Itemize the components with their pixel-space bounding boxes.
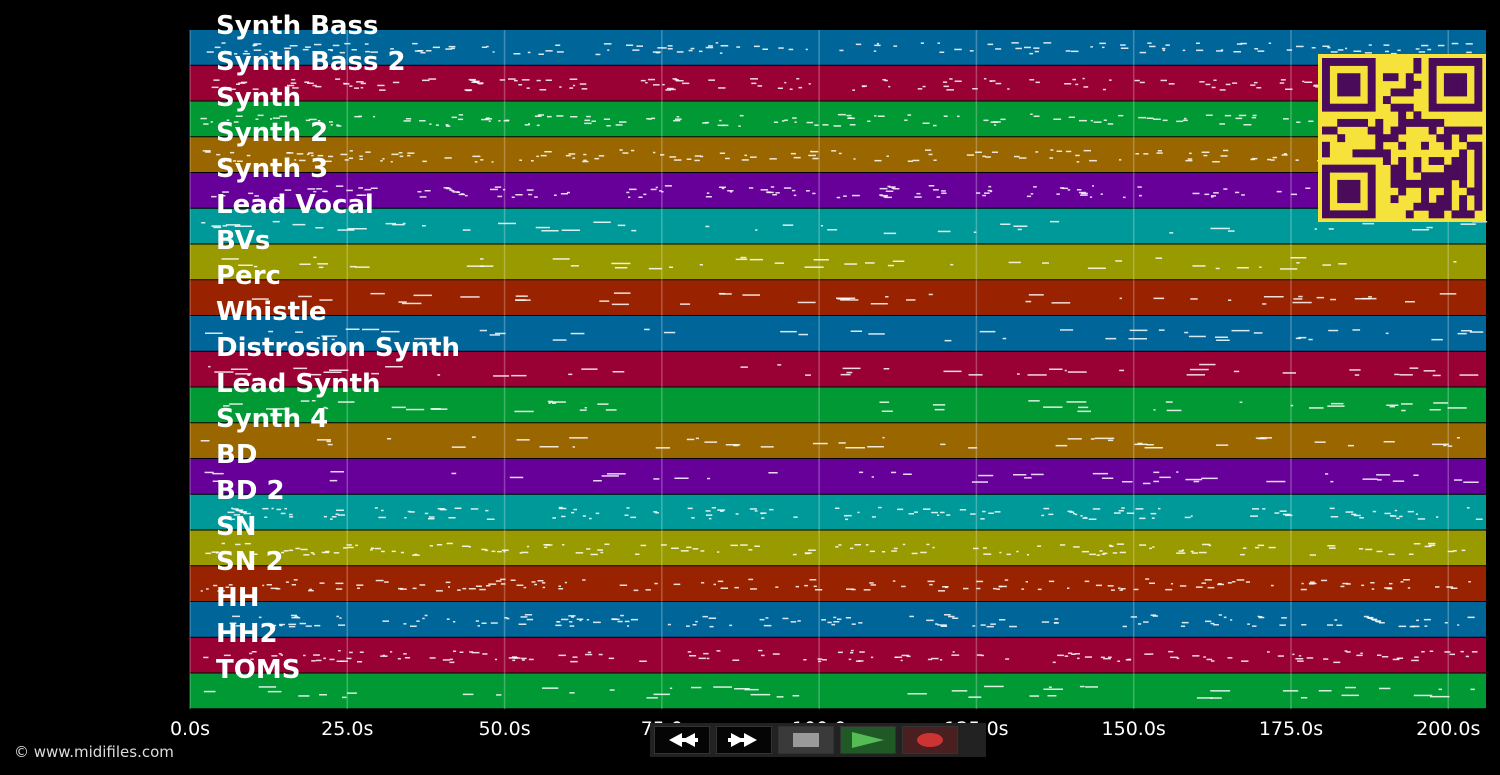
track-label: Synth 2 [216,118,329,149]
track-notes [251,292,1457,306]
time-tick-label: 50.0s [478,718,531,740]
time-tick-label: 150.0s [1101,718,1166,740]
track-notes [223,400,1467,413]
track-notes [200,436,1460,449]
track-lane[interactable] [190,423,1486,458]
time-tick-label: 200.0s [1416,718,1481,740]
rewind-button[interactable] [654,726,710,754]
fast-forward-icon [728,733,757,747]
track-notes [200,578,1471,592]
transport-bar [650,723,986,757]
track-label: SN 2 [216,547,284,578]
track-label: TOMS [216,654,301,685]
track-label: Synth 4 [216,404,329,435]
track-lane[interactable] [190,65,1486,101]
track-label: Synth Bass [216,11,379,41]
record-icon [917,733,943,747]
track-label: Lead Synth [216,368,381,399]
qr-code-icon[interactable] [1318,54,1486,222]
track-label: HH [216,583,260,613]
track-label: BD 2 [216,475,285,506]
track-label: SN [216,511,257,542]
track-lane[interactable] [190,244,1486,280]
track-notes [203,649,1478,664]
track-notes [205,328,1484,342]
track-label: Synth 3 [216,154,329,184]
track-lane[interactable] [190,30,1486,65]
track-lane[interactable] [190,494,1486,530]
track-label: BVs [216,225,271,256]
play-icon [852,732,884,748]
copyright-text: © www.midifiles.com [14,743,174,761]
track-lane[interactable] [190,459,1486,494]
track-lane[interactable] [190,137,1486,172]
track-label: HH2 [216,618,278,649]
track-label: Synth Bass 2 [216,46,406,77]
track-label: Whistle [216,297,327,327]
fast-forward-button[interactable] [716,726,772,754]
play-button[interactable] [840,726,896,754]
track-label: Lead Vocal [216,189,374,220]
track-notes [206,42,1473,56]
time-tick-label: 0.0s [169,718,211,740]
timeline-grid[interactable] [0,0,1500,715]
track-notes [208,363,1479,377]
stop-icon [793,733,819,747]
track-lane[interactable] [190,351,1486,387]
track-lane[interactable] [190,387,1486,423]
track-label: Distrosion Synth [216,332,461,363]
track-label: BD [216,440,258,470]
track-lane[interactable] [190,673,1486,709]
rewind-icon [669,733,698,747]
track-lane[interactable] [190,566,1486,601]
track-notes [204,471,1479,485]
track-notes [201,220,1488,235]
record-button[interactable] [902,726,958,754]
track-lane[interactable] [190,208,1486,244]
track-lane[interactable] [190,316,1486,351]
track-notes [205,542,1466,556]
track-notes [203,685,1475,699]
time-tick-label: 175.0s [1258,718,1324,740]
time-tick-label: 25.0s [321,718,374,740]
track-notes [221,256,1457,270]
track-label: Perc [216,261,281,292]
track-notes [227,506,1483,521]
track-lane[interactable] [190,173,1486,208]
track-lane[interactable] [190,637,1486,673]
track-notes [229,614,1475,628]
stop-button[interactable] [778,726,834,754]
track-label: Synth [216,82,302,113]
